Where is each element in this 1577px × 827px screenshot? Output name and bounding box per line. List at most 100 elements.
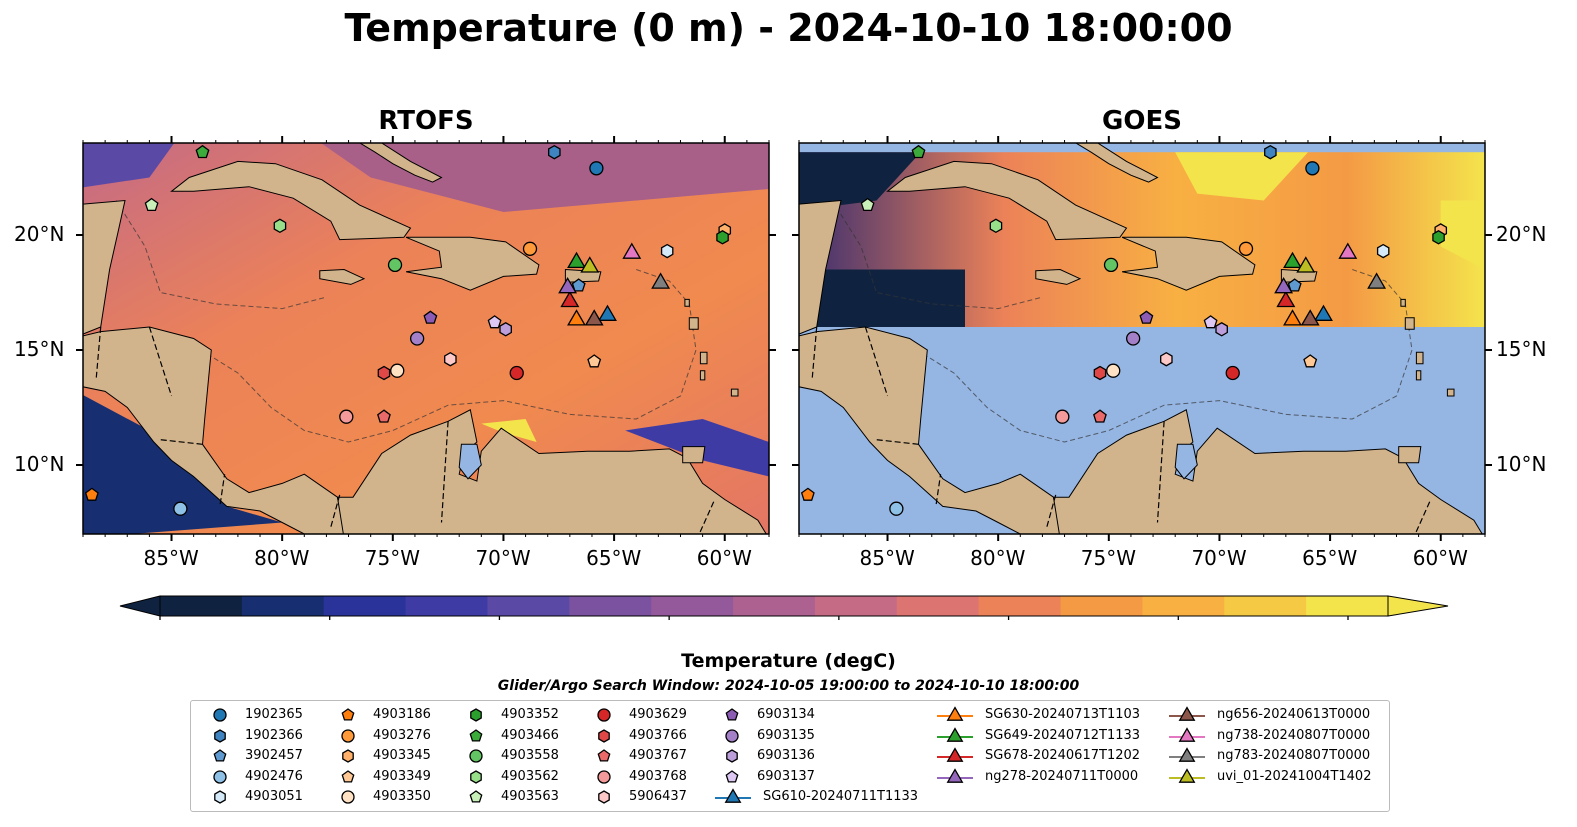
land-polygon <box>405 236 540 291</box>
argo-float-marker <box>1238 241 1254 256</box>
colorbar-frame <box>159 595 1389 617</box>
land-polygon <box>1398 446 1422 464</box>
legend-symbol <box>341 769 355 783</box>
legend-marker <box>469 728 483 742</box>
lon-tick-label: 60°W <box>1412 546 1468 570</box>
goes-map-frame <box>798 142 1486 535</box>
land-polygon <box>1404 317 1415 330</box>
goes-cloud-mask-nw <box>799 152 921 211</box>
land-polygon <box>1446 388 1455 397</box>
panel-title-goes: GOES <box>1102 106 1182 136</box>
legend-marker <box>715 788 751 803</box>
argo-float-marker <box>1106 363 1121 378</box>
legend-symbol <box>341 790 355 804</box>
colorbar-extend-high <box>1387 595 1449 617</box>
legend-marker <box>597 749 611 762</box>
legend-label: 4902476 <box>245 768 303 784</box>
argo-float-marker <box>423 310 438 324</box>
legend-symbol <box>342 749 354 763</box>
rtofs-map-frame <box>82 142 770 535</box>
argo-float-marker <box>1093 409 1107 423</box>
argo-float-marker <box>499 322 512 337</box>
country-border <box>160 439 203 445</box>
argo-float-marker <box>1215 322 1228 337</box>
legend-symbol <box>598 728 610 743</box>
legend-marker <box>213 749 227 762</box>
legend-symbol <box>213 749 227 762</box>
lat-tick-label: 10°N <box>14 452 65 476</box>
argo-float-marker <box>1139 310 1154 324</box>
colorbar-swatch <box>405 596 488 616</box>
colorbar-swatch <box>733 596 816 616</box>
legend-marker <box>470 708 482 722</box>
legend-marker <box>470 769 482 784</box>
legend-symbol <box>1178 747 1196 762</box>
country-border <box>440 421 449 523</box>
argo-float-marker <box>1287 278 1302 292</box>
colorbar-swatch <box>1224 596 1307 616</box>
legend-label: 3902457 <box>245 748 303 763</box>
land-polygon <box>799 326 1061 534</box>
legend-label: 4903350 <box>373 789 431 804</box>
argo-float-marker <box>548 144 561 160</box>
lon-tick-label: 80°W <box>970 546 1026 570</box>
legend-symbol <box>597 769 611 784</box>
legend-marker <box>1169 747 1205 762</box>
lake-maracaibo <box>1174 443 1198 480</box>
legend-marker <box>937 767 973 783</box>
colorbar-swatch <box>896 596 980 616</box>
legend-marker <box>341 708 355 721</box>
legend-marker <box>725 728 739 743</box>
glider-marker <box>597 304 617 321</box>
argo-float-marker <box>273 218 287 234</box>
legend-label: 6903134 <box>757 707 815 722</box>
legend-marker <box>597 708 611 722</box>
legend-label: 4903558 <box>501 748 559 763</box>
legend-label: 4903767 <box>629 748 687 763</box>
land-polygon <box>319 268 366 285</box>
argo-float-marker <box>377 409 391 423</box>
lat-tick-label: 20°N <box>1496 222 1547 246</box>
lat-tick-label: 15°N <box>1496 337 1547 361</box>
argo-float-marker <box>1432 230 1445 245</box>
argo-float-marker <box>1093 365 1107 381</box>
argo-float-marker <box>1203 315 1218 329</box>
legend-symbol <box>598 790 610 804</box>
legend-symbol <box>469 728 483 742</box>
glider-marker <box>558 276 578 294</box>
colorbar-swatch <box>1142 596 1225 616</box>
legend-symbol <box>726 749 738 763</box>
legend-marker <box>597 769 611 784</box>
argo-float-marker <box>409 331 425 346</box>
legend-marker <box>342 749 354 763</box>
legend-symbol <box>946 747 964 762</box>
legend-symbol <box>214 728 226 743</box>
argo-float-marker <box>1305 161 1320 176</box>
land-polygon <box>1035 268 1082 285</box>
legend-label: 6903135 <box>757 727 815 743</box>
argo-float-marker <box>1225 365 1240 381</box>
land-polygon <box>1052 409 1483 534</box>
legend-symbol <box>341 708 355 721</box>
legend-marker <box>213 708 227 722</box>
legend-symbol <box>946 706 964 721</box>
land-polygon <box>688 317 699 330</box>
colorbar-swatch <box>814 596 898 616</box>
legend-symbol <box>470 708 482 722</box>
colorbar-swatch <box>978 596 1062 616</box>
glider-marker <box>651 272 671 289</box>
rtofs-atlantic-mid <box>320 143 769 212</box>
argo-float-marker <box>860 197 875 212</box>
legend-symbol <box>1178 706 1196 721</box>
legend-marker <box>937 706 973 721</box>
land-polygon <box>699 351 708 365</box>
argo-float-marker <box>589 161 604 176</box>
land-polygon <box>358 143 443 183</box>
country-border <box>876 439 919 445</box>
glider-marker <box>1296 256 1316 273</box>
rtofs-map-panel <box>83 143 769 534</box>
lat-tick-label: 20°N <box>14 222 65 246</box>
glider-marker <box>1274 276 1294 294</box>
argo-float-marker <box>1264 144 1277 160</box>
legend-symbol <box>213 708 227 722</box>
